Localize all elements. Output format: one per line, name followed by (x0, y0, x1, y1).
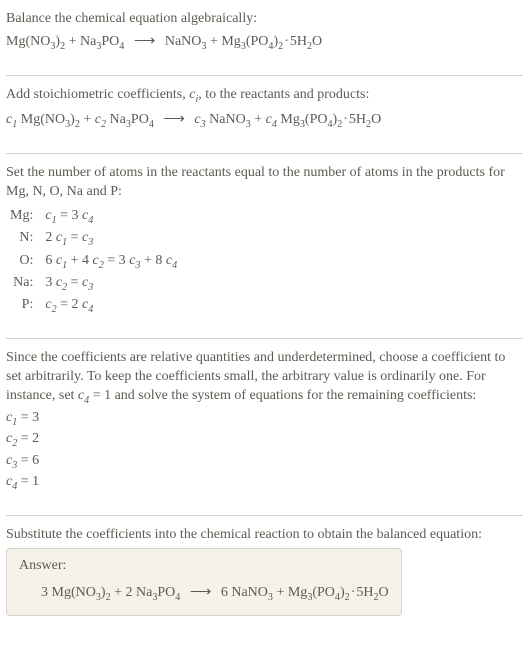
coef-c1: c1 (6, 112, 17, 127)
atoms-intro: Set the number of atoms in the reactants… (6, 164, 523, 202)
atom-label: P: (6, 295, 41, 317)
arrow-icon: ⟶ (134, 31, 156, 51)
answer-box: Answer: 3 Mg(NO3)2 + 2 Na3PO4 ⟶ 6 NaNO3 … (6, 548, 402, 615)
unbalanced-equation: Mg(NO3)2 + Na3PO4 ⟶ NaNO3 + Mg3(PO4)2·5H… (6, 31, 523, 53)
atom-row-p: P: c2 = 2 c4 (6, 295, 181, 317)
reactant-2: Na3PO4 (80, 34, 124, 49)
stoich-equation: c1 Mg(NO3)2 + c2 Na3PO4 ⟶ c3 NaNO3 + c4 … (6, 109, 523, 131)
atom-row-n: N: 2 c1 = c3 (6, 228, 181, 250)
divider (6, 515, 523, 516)
atom-label: Na: (6, 273, 41, 295)
arrow-icon: ⟶ (190, 582, 212, 602)
coef-row: c3 = 6 (6, 452, 523, 472)
stoich-intro: Add stoichiometric coefficients, ci, to … (6, 86, 523, 106)
plus: + (210, 34, 221, 49)
coef-value: 2 (32, 431, 39, 446)
atoms-section: Set the number of atoms in the reactants… (6, 164, 523, 328)
set-coef: c4 (78, 388, 89, 403)
answer-label: Answer: (19, 557, 389, 576)
plus: + (254, 112, 265, 127)
plus: + (83, 112, 94, 127)
plus: + (276, 585, 287, 600)
reactant-1: Mg(NO3)2 (21, 112, 80, 127)
choose-section: Since the coefficients are relative quan… (6, 349, 523, 505)
atom-label: N: (6, 228, 41, 250)
coef: 2 (126, 585, 133, 600)
choose-intro-b: and solve the system of equations for th… (111, 388, 476, 403)
intro-section: Balance the chemical equation algebraica… (6, 10, 523, 65)
atoms-table: Mg: c1 = 3 c4 N: 2 c1 = c3 O: 6 c1 + 4 c… (6, 206, 181, 318)
stoich-section: Add stoichiometric coefficients, ci, to … (6, 86, 523, 143)
atom-row-o: O: 6 c1 + 4 c2 = 3 c3 + 8 c4 (6, 251, 181, 273)
product-1: NaNO3 (209, 112, 251, 127)
atom-eq: 3 c2 = c3 (41, 273, 181, 295)
reactant-2: Na3PO4 (110, 112, 154, 127)
stoich-intro-a: Add stoichiometric coefficients, (6, 87, 189, 102)
coef-row: c1 = 3 (6, 409, 523, 429)
arrow-icon: ⟶ (163, 109, 185, 129)
coefficients-list: c1 = 3 c2 = 2 c3 = 6 c4 = 1 (6, 409, 523, 494)
product-2: Mg3(PO4)2·5H2O (221, 34, 322, 49)
reactant-1: Mg(NO3)2 (6, 34, 65, 49)
divider (6, 338, 523, 339)
atom-eq: c1 = 3 c4 (41, 206, 181, 228)
atom-eq: 2 c1 = c3 (41, 228, 181, 250)
reactant-1: Mg(NO3)2 (52, 585, 111, 600)
coef-row: c2 = 2 (6, 430, 523, 450)
plus: + (114, 585, 125, 600)
reactant-2: Na3PO4 (136, 585, 180, 600)
coef-c4: c4 (266, 112, 277, 127)
coef-c2: c2 (95, 112, 106, 127)
product-2: Mg3(PO4)2·5H2O (280, 112, 381, 127)
product-1: NaNO3 (231, 585, 273, 600)
coef-value: 6 (32, 453, 39, 468)
coef-value: 3 (32, 410, 39, 425)
divider (6, 75, 523, 76)
choose-intro: Since the coefficients are relative quan… (6, 349, 523, 407)
atom-eq: 6 c1 + 4 c2 = 3 c3 + 8 c4 (41, 251, 181, 273)
stoich-intro-b: , to the reactants and products: (198, 87, 369, 102)
coef-row: c4 = 1 (6, 473, 523, 493)
atom-eq: c2 = 2 c4 (41, 295, 181, 317)
plus: + (69, 34, 80, 49)
subst-intro: Substitute the coefficients into the che… (6, 526, 523, 545)
answer-equation: 3 Mg(NO3)2 + 2 Na3PO4 ⟶ 6 NaNO3 + Mg3(PO… (19, 582, 389, 604)
coef: 6 (221, 585, 228, 600)
atom-label: Mg: (6, 206, 41, 228)
atom-row-mg: Mg: c1 = 3 c4 (6, 206, 181, 228)
product-2: Mg3(PO4)2·5H2O (288, 585, 389, 600)
atom-label: O: (6, 251, 41, 273)
divider (6, 153, 523, 154)
atom-row-na: Na: 3 c2 = c3 (6, 273, 181, 295)
answer-section: Substitute the coefficients into the che… (6, 526, 523, 616)
coef-c3: c3 (194, 112, 205, 127)
ci-symbol: ci (189, 87, 198, 102)
intro-text: Balance the chemical equation algebraica… (6, 10, 523, 29)
coef-value: 1 (32, 474, 39, 489)
product-1: NaNO3 (165, 34, 207, 49)
coef: 3 (41, 585, 48, 600)
